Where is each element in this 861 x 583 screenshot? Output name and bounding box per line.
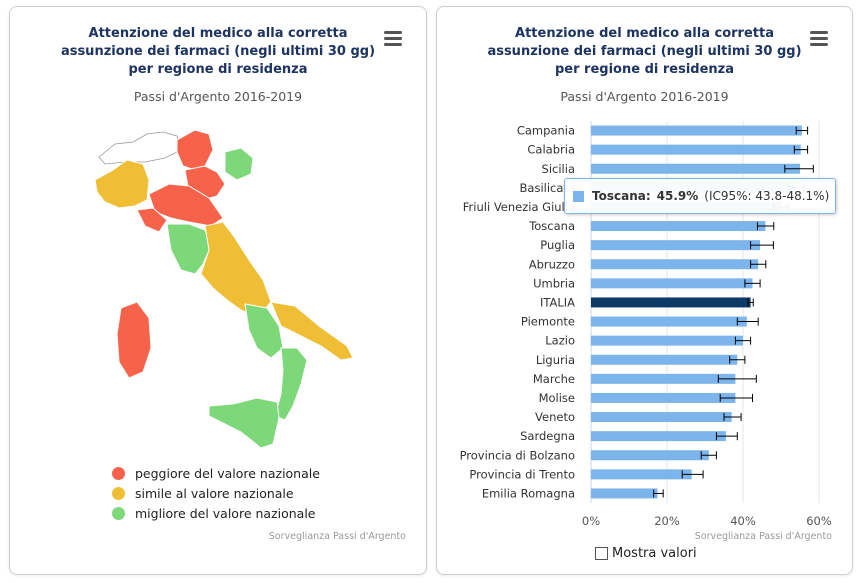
bar-credits[interactable]: Sorveglianza Passi d'Argento [694,531,832,542]
category-label: Provincia di Trento [469,467,575,481]
map-region-emilia [148,183,224,227]
map-title-line-1: Attenzione del medico alla corretta [88,26,348,41]
map-region-lombardia [94,159,150,209]
bar [591,354,738,365]
map-panel: Attenzione del medico alla corretta assu… [9,6,427,575]
category-label: Puglia [540,238,575,252]
map-legend: peggiore del valore nazionale simile al … [112,463,320,523]
category-label: Emilia Romagna [482,486,575,500]
bar [591,163,800,174]
category-label: Calabria [527,143,575,157]
category-label: Campania [517,124,575,138]
bar-title-line-1: Attenzione del medico alla corretta [515,26,774,41]
map-title-line-2: assunzione dei farmaci (negli ultimi 30 … [60,44,376,59]
bar [591,316,747,327]
category-label: Friuli Venezia Giulia [463,200,575,214]
italy-map [94,129,354,449]
x-tick-label: 20% [654,514,680,528]
category-label: Basilicata [520,181,575,195]
category-label: ITALIA [540,295,575,309]
legend-label-peggiore: peggiore del valore nazionale [135,465,320,481]
tooltip-value: 45.9% [656,189,699,203]
mostra-valori-checkbox[interactable] [595,547,608,560]
map-region-centro [200,221,272,319]
bar [591,412,732,423]
category-label: Provincia di Bolzano [460,448,575,462]
bar-title: Attenzione del medico alla corretta assu… [477,25,812,79]
map-region-sardegna [116,301,152,379]
tooltip-ci: (IC95%: 43.8-48.1%) [704,189,830,203]
category-label: Sardegna [520,429,575,443]
legend-dot-peggiore [112,466,125,480]
legend-item-migliore[interactable]: migliore del valore nazionale [112,503,320,523]
map-region-calabria [274,347,308,421]
category-label: Umbria [533,276,575,290]
mostra-valori-toggle[interactable]: Mostra valori [595,546,697,561]
map-region-liguria [136,207,168,233]
legend-item-simile[interactable]: simile al valore nazionale [112,483,320,503]
bar [591,259,759,270]
bar-title-line-3: per regione di residenza [554,62,734,77]
bar-chart: 0% 20% 40% 60% Campania Calabria Sicilia Basili… [460,121,832,528]
map-region-sicilia [208,397,280,449]
map-region-campania [244,303,284,359]
legend-dot-simile [112,486,125,500]
legend-item-peggiore[interactable]: peggiore del valore nazionale [112,463,320,483]
category-label: Sicilia [542,162,575,176]
tooltip-name: Toscana: [592,189,651,203]
chart-tooltip: Toscana: 45.9% (IC95%: 43.8-48.1%) [564,178,836,214]
category-label: Lazio [545,334,575,348]
bar [591,373,736,384]
bar-panel: Attenzione del medico alla corretta assu… [436,6,853,575]
hamburger-menu-icon[interactable] [810,31,828,46]
bar [591,392,736,403]
map-title: Attenzione del medico alla corretta assu… [50,25,386,79]
bar [591,431,726,442]
category-label: Veneto [535,410,575,424]
map-credits[interactable]: Sorveglianza Passi d'Argento [268,531,406,542]
category-label: Marche [533,372,575,386]
legend-label-simile: simile al valore nazionale [135,485,294,501]
bar [591,450,709,461]
bar-title-line-2: assunzione dei farmaci (negli ultimi 30 … [487,44,802,59]
x-tick-label: 0% [582,514,600,528]
map-region-trentino [176,129,214,171]
bar [591,240,761,251]
category-label: Toscana [528,219,575,233]
map-region-puglia [270,301,354,361]
bar [591,125,802,136]
map-subtitle: Passi d'Argento 2016-2019 [133,89,303,104]
map-region-friuli [224,147,254,181]
legend-dot-migliore [112,506,125,520]
bar [591,297,751,308]
map-region-toscana [166,223,212,275]
category-label: Liguria [536,353,575,367]
category-label: Piemonte [521,315,575,329]
bar-subtitle: Passi d'Argento 2016-2019 [560,89,729,104]
map-outline-north [98,131,182,165]
hamburger-menu-icon[interactable] [384,31,402,46]
category-label: Abruzzo [529,257,575,271]
x-tick-label: 40% [730,514,756,528]
legend-label-migliore: migliore del valore nazionale [135,505,316,521]
x-tick-label: 60% [806,514,832,528]
tooltip-swatch [573,190,584,202]
bar [591,469,692,480]
bar [591,335,743,346]
bar [591,488,658,499]
category-label: Molise [539,391,575,405]
mostra-valori-label: Mostra valori [612,546,697,561]
map-title-line-3: per regione di residenza [128,62,308,77]
bar [591,221,766,232]
bar [591,144,801,155]
bar [591,278,753,289]
